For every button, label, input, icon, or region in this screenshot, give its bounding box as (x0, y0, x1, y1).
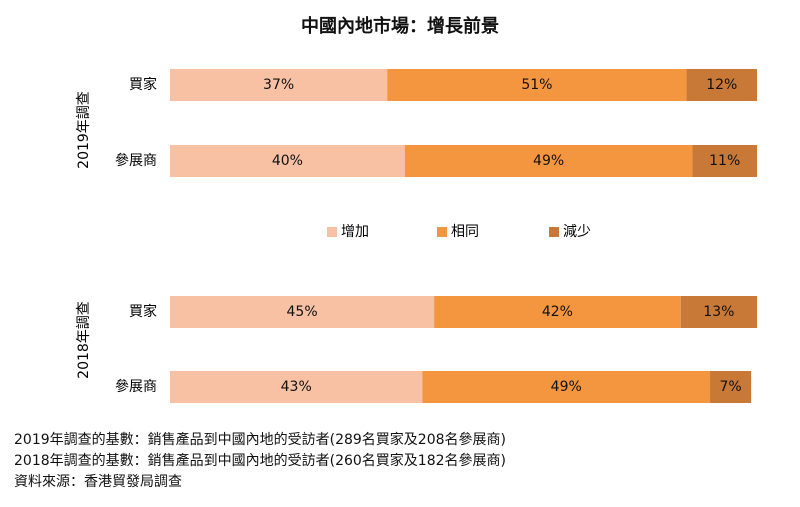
bar-segment-increase-0-0 (170, 69, 388, 101)
bar-segment-increase-1-0 (170, 296, 435, 328)
data-label-same-0-1: 49% (533, 153, 564, 169)
legend-label-decrease: 減少 (563, 223, 591, 240)
category-label-0-1: 參展商 (115, 153, 157, 169)
bar-segment-increase-0-1 (170, 145, 405, 177)
footnote-source: 資料來源：香港貿發局調查 (14, 474, 182, 490)
bar-segment-same-1-0 (434, 296, 681, 328)
data-label-increase-1-0: 45% (287, 304, 318, 320)
group-label-0: 2019年調查 (76, 91, 92, 169)
bar-segment-same-0-1 (404, 145, 693, 177)
category-label-1-1: 參展商 (115, 379, 157, 395)
legend-label-increase: 增加 (341, 224, 369, 240)
legend-swatch-same (437, 227, 447, 237)
data-label-same-0-0: 51% (521, 77, 552, 93)
bar-segment-increase-1-1 (170, 371, 423, 403)
legend-label-same: 相同 (451, 224, 479, 240)
data-label-increase-0-0: 37% (263, 77, 294, 93)
data-label-decrease-0-1: 11% (709, 153, 740, 169)
data-label-decrease-1-0: 13% (703, 304, 734, 320)
bar-segment-decrease-1-0 (680, 296, 757, 328)
chart-title: 中國內地市場：增長前景 (301, 16, 499, 37)
bar-segment-same-0-0 (387, 69, 687, 101)
footnote-2019-base: 2019年調查的基數：銷售產品到中國內地的受訪者(289名買家及208名參展商) (14, 432, 506, 448)
group-label-1: 2018年調查 (76, 301, 92, 379)
bar-segment-decrease-0-0 (686, 69, 757, 101)
category-label-0-0: 買家 (129, 76, 157, 93)
bar-segment-same-1-1 (422, 371, 711, 403)
data-label-same-1-0: 42% (542, 304, 573, 320)
bar-segment-decrease-0-1 (692, 145, 757, 177)
bar-segment-decrease-1-1 (710, 371, 752, 403)
legend-swatch-decrease (549, 227, 559, 237)
footnote-2018-base: 2018年調查的基數：銷售產品到中國內地的受訪者(260名買家及182名參展商) (14, 453, 506, 469)
data-label-decrease-1-1: 7% (719, 379, 741, 395)
footnotes: 2019年調查的基數：銷售產品到中國內地的受訪者(289名買家及208名參展商)… (14, 430, 506, 493)
data-label-same-1-1: 49% (551, 379, 582, 395)
category-label-1-0: 買家 (129, 303, 157, 320)
data-label-increase-0-1: 40% (272, 153, 303, 169)
data-label-decrease-0-0: 12% (706, 77, 737, 93)
legend-swatch-increase (327, 227, 337, 237)
data-label-increase-1-1: 43% (281, 379, 312, 395)
